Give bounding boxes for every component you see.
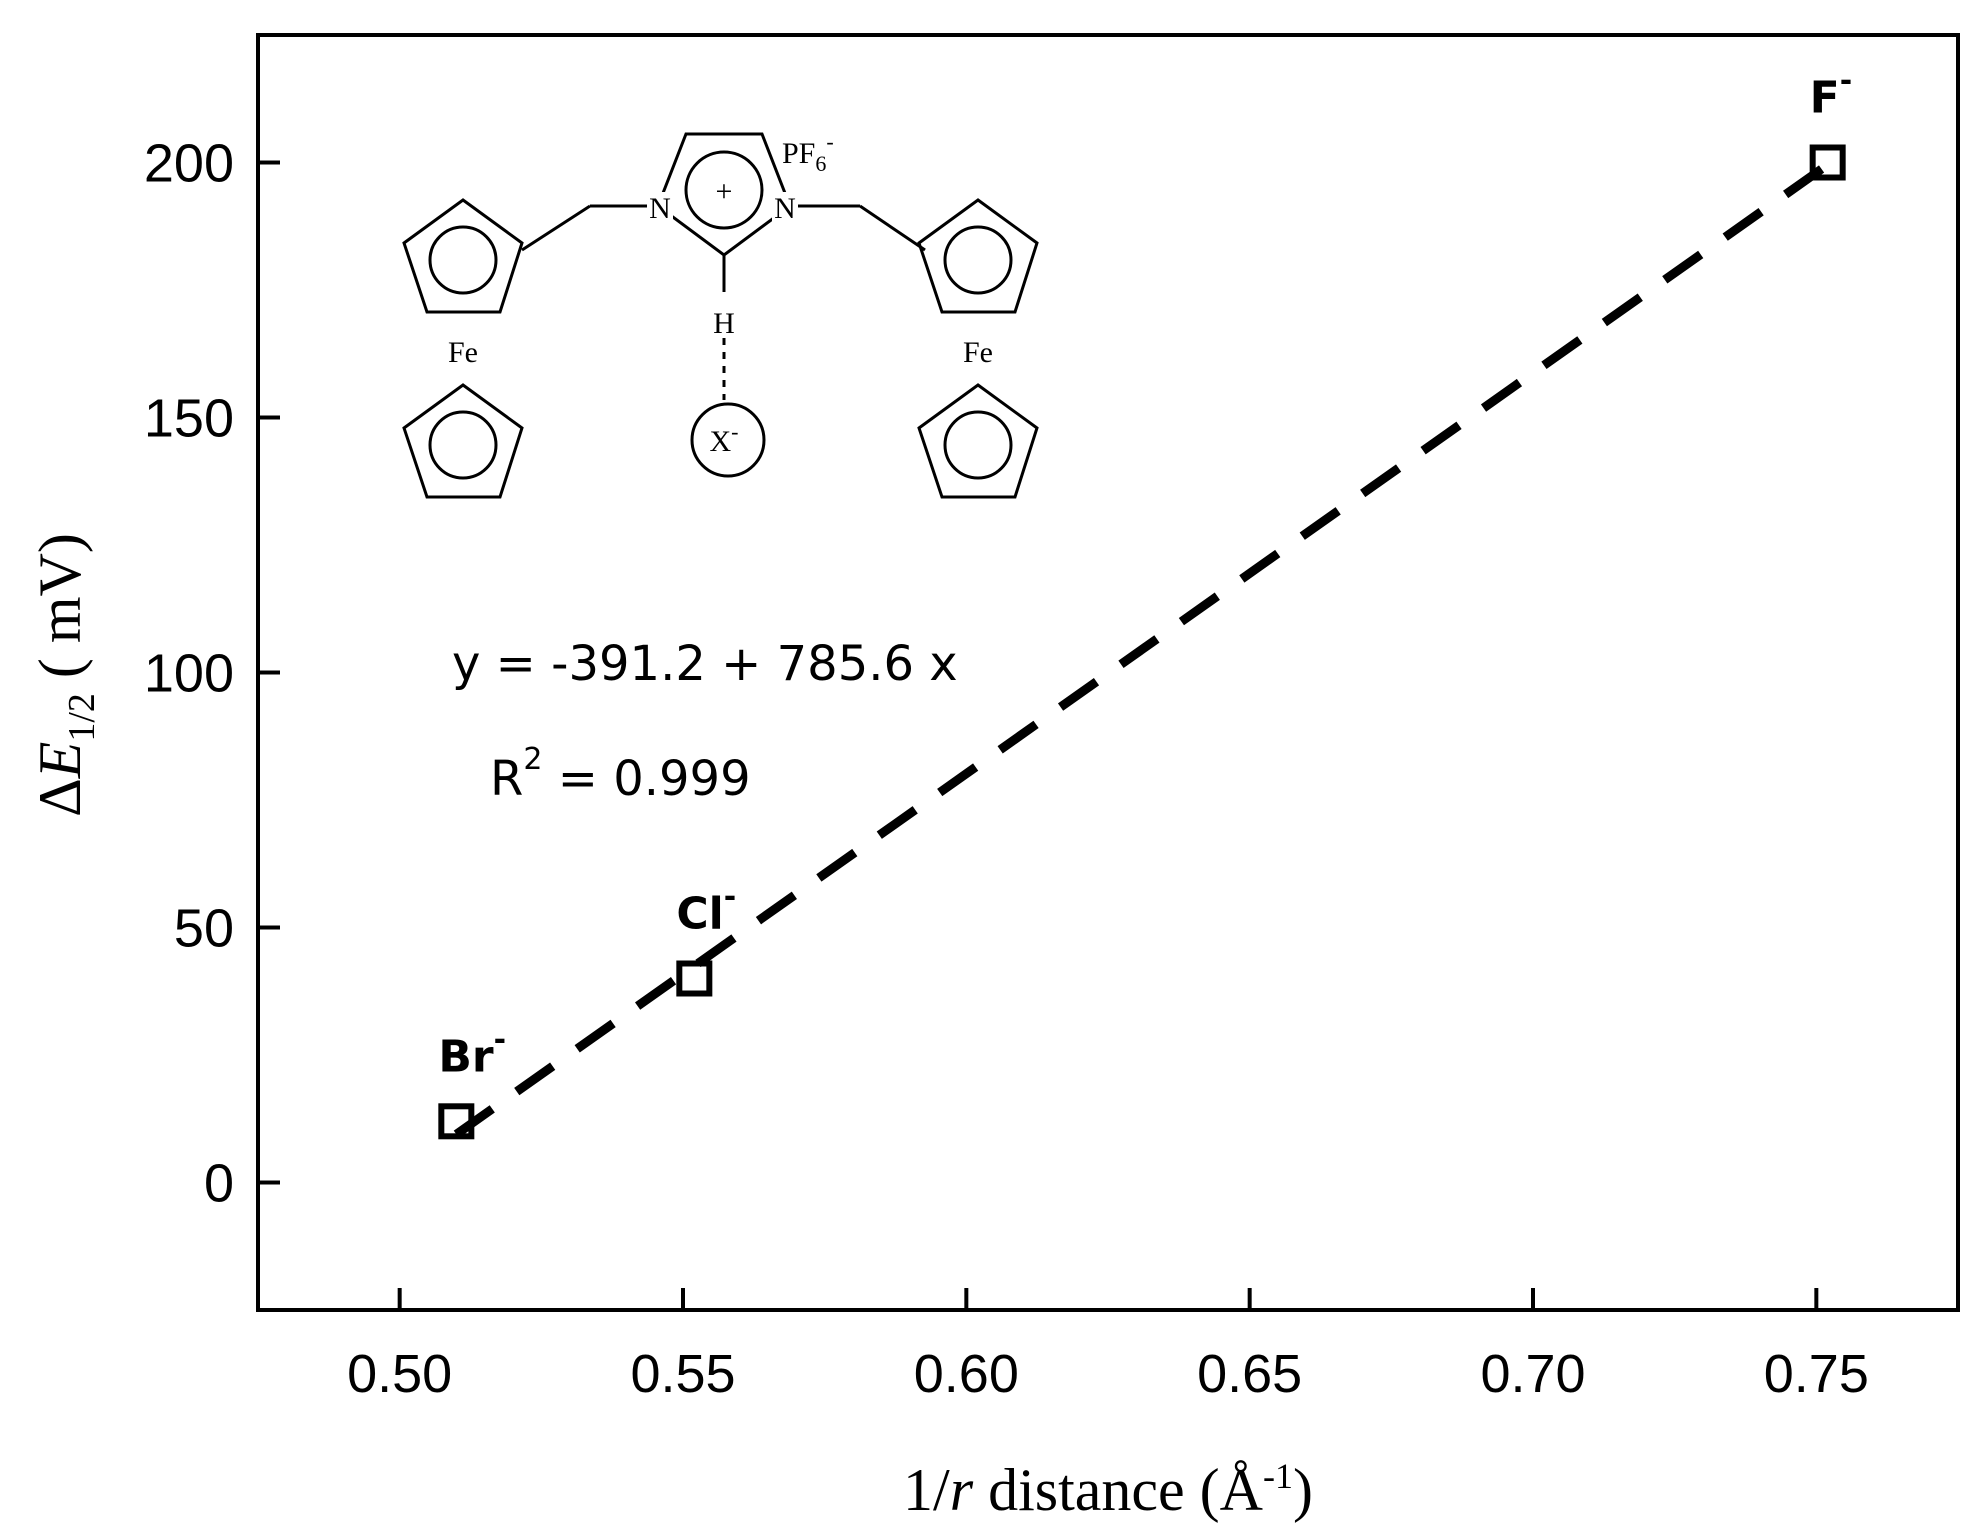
x-tick-label: 0.55 xyxy=(630,1344,735,1404)
fe-left-label: Fe xyxy=(448,336,478,369)
y-axis-title: ΔE1/2 ( mV) xyxy=(27,533,103,817)
x-ticks: 0.50 0.55 0.60 0.65 0.70 0.75 xyxy=(347,1288,1869,1404)
ferrocene-left xyxy=(402,198,524,499)
x-tick-label: 0.70 xyxy=(1480,1344,1585,1404)
n-left-label: N xyxy=(649,192,671,225)
point-label: Cl- xyxy=(676,880,736,940)
fit-equation: y = -391.2 + 785.6 x xyxy=(452,636,958,692)
pf6-label: PF6- xyxy=(782,129,834,176)
point-label: Br- xyxy=(438,1022,506,1082)
data-point xyxy=(438,1103,475,1140)
x-tick-label: 0.50 xyxy=(347,1344,452,1404)
n-right-label: N xyxy=(774,192,796,225)
x-axis-title: 1/r distance (Å-1) xyxy=(903,1456,1313,1523)
plus-charge-label: + xyxy=(716,175,733,208)
y-ticks: 0 50 100 150 200 xyxy=(144,134,280,1214)
y-tick-label: 50 xyxy=(174,899,234,959)
data-point xyxy=(676,960,713,997)
points-layer: Br- Cl- F- xyxy=(438,64,1853,1140)
y-tick-label: 100 xyxy=(144,644,234,704)
anion-circle xyxy=(690,402,766,478)
point-label: F- xyxy=(1810,64,1853,124)
x-tick-label: 0.65 xyxy=(1197,1344,1302,1404)
ferrocene-right xyxy=(917,198,1039,499)
fit-r-squared: R2 = 0.999 xyxy=(490,742,751,807)
fe-right-label: Fe xyxy=(963,336,993,369)
data-point xyxy=(1809,144,1846,181)
x-tick-label: 0.60 xyxy=(914,1344,1019,1404)
chemical-structure xyxy=(402,132,1039,499)
h-label: H xyxy=(713,307,735,340)
fit-line xyxy=(453,161,1831,1138)
y-tick-label: 0 xyxy=(204,1154,234,1214)
fit-layer xyxy=(453,161,1831,1138)
x-tick-label: 0.75 xyxy=(1764,1344,1869,1404)
y-tick-label: 200 xyxy=(144,134,234,194)
imidazolium-ring xyxy=(521,132,926,400)
y-tick-label: 150 xyxy=(144,389,234,449)
anion-x-label: X- xyxy=(710,419,739,458)
chemical-labels: N N + PF6- H X- Fe Fe xyxy=(448,129,993,458)
